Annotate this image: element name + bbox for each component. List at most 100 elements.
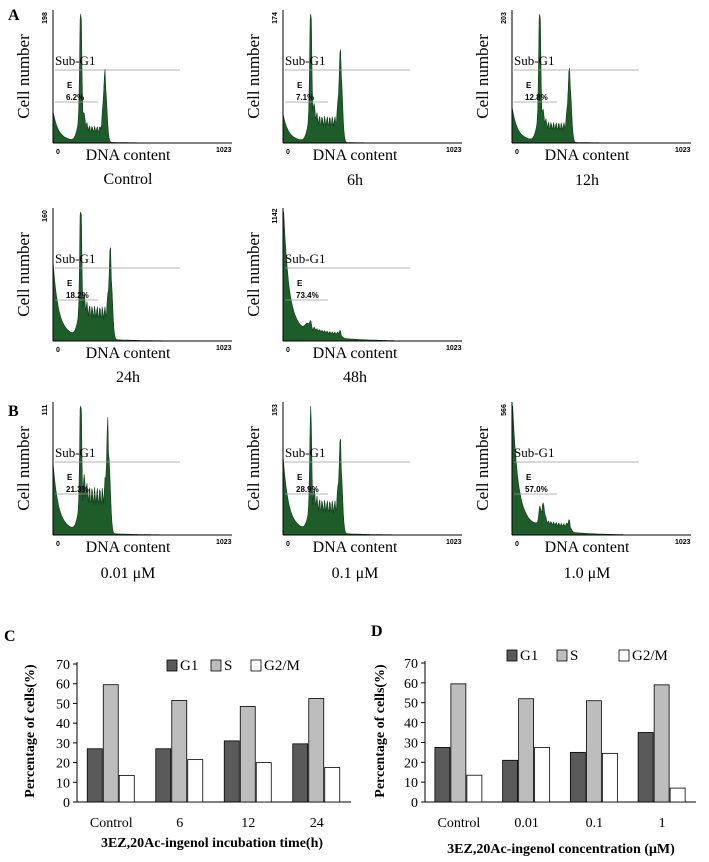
y-axis-title: Percentage of cells(%) <box>373 664 388 798</box>
bar-g1-0 <box>86 748 103 803</box>
x-max-tick-label: 1023 <box>675 539 691 546</box>
x-axis-title: DNA content <box>545 539 630 556</box>
bar-g2m-2 <box>601 752 618 803</box>
bar-s-3 <box>653 684 670 803</box>
x-min-tick-label: 0 <box>515 541 519 548</box>
histogram-panel-4: Sub-G1 E 73.4% 1142 0 1023 Cell number DNA cont… <box>244 208 462 386</box>
panel-label: C <box>4 628 16 645</box>
gate-marker-label: E <box>526 473 532 482</box>
bar-g2m-1 <box>534 746 551 803</box>
legend-swatch-s <box>556 649 568 662</box>
x-min-tick-label: 0 <box>286 347 290 354</box>
gate-marker-label: E <box>297 279 303 288</box>
bar-s-2 <box>585 700 602 803</box>
panel-label: D <box>371 623 383 640</box>
histogram-panel-6: Sub-G1 E 28.9% 153 0 1023 Cell number DNA conte… <box>244 402 462 582</box>
gate-marker-label: E <box>67 279 73 288</box>
y-tick-label: 10 <box>404 776 418 791</box>
histogram-area <box>511 13 624 144</box>
x-axis-title: DNA content <box>313 539 398 556</box>
x-axis-title: DNA content <box>313 345 398 362</box>
y-tick-label: 20 <box>56 757 70 772</box>
legend-swatch-g1 <box>506 649 518 662</box>
x-max-tick-label: 1023 <box>446 539 462 546</box>
bar-s-0 <box>102 684 119 803</box>
y-max-tick-label: 566 <box>501 404 508 416</box>
x-category-label: 1 <box>659 816 666 831</box>
y-max-tick-label: 174 <box>272 12 279 24</box>
y-axis-title: Cell number <box>244 232 263 317</box>
condition-caption: 24h <box>116 369 140 386</box>
bar-s-0 <box>450 683 467 803</box>
x-axis-title: DNA content <box>86 539 171 556</box>
legend-label: G2/M <box>264 658 300 674</box>
x-category-label: Control <box>90 816 133 831</box>
sub-g1-label: Sub-G1 <box>285 445 325 460</box>
sub-g1-label: Sub-G1 <box>55 251 95 266</box>
y-tick-label: 30 <box>404 736 418 751</box>
bar-s-1 <box>518 698 535 803</box>
bar-g2m-3 <box>669 787 686 803</box>
bar-g1-3 <box>637 732 654 803</box>
y-axis-title: Percentage of cells(%) <box>23 664 38 798</box>
histogram-area <box>511 405 624 536</box>
bar-chart-C: C 0 10 20 30 40 50 60 70 Percentage of cells(%) Co… <box>4 628 351 851</box>
y-axis-title: Cell number <box>14 34 33 119</box>
bar-g2m-3 <box>324 767 341 803</box>
x-category-label: 6 <box>176 816 183 831</box>
bar-g1-2 <box>223 740 240 803</box>
sub-g1-label: Sub-G1 <box>285 53 325 68</box>
x-min-tick-label: 0 <box>286 541 290 548</box>
x-max-tick-label: 1023 <box>216 539 232 546</box>
y-axis-title: Cell number <box>473 34 492 119</box>
condition-caption: 1.0 μM <box>564 565 611 582</box>
bar-chart-D: D 0 10 20 30 40 50 60 70 Percentage of cells(%) Co… <box>371 623 696 857</box>
bar-g2m-0 <box>466 774 483 803</box>
sub-g1-percent: 7.1% <box>296 93 314 102</box>
histogram-panel-5: Sub-G1 E 21.3% 111 0 1023 Cell number DNA conte… <box>8 402 232 582</box>
x-min-tick-label: 0 <box>56 149 60 156</box>
x-axis-title: 3EZ,20Ac-ingenol incubation time(h) <box>101 836 323 851</box>
histogram-area <box>52 211 165 342</box>
x-min-tick-label: 0 <box>515 149 519 156</box>
x-category-label: Control <box>437 816 480 831</box>
legend-label: G1 <box>520 648 538 664</box>
y-max-tick-label: 203 <box>501 12 508 24</box>
x-min-tick-label: 0 <box>56 347 60 354</box>
panel-label: A <box>8 7 20 24</box>
y-axis-title: Cell number <box>14 426 33 511</box>
sub-g1-label: Sub-G1 <box>514 445 554 460</box>
legend-label: G1 <box>180 658 198 674</box>
histogram-panel-7: Sub-G1 E 57.0% 566 0 1023 Cell number DNA conte… <box>473 402 691 582</box>
histogram-area <box>52 13 165 144</box>
condition-caption: 0.01 μM <box>101 565 156 582</box>
x-axis-title: DNA content <box>86 345 171 362</box>
gate-marker-label: E <box>67 81 73 90</box>
condition-caption: 0.1 μM <box>332 565 379 582</box>
bar-g1-1 <box>155 748 172 803</box>
condition-caption: Control <box>104 171 153 188</box>
gate-marker-label: E <box>297 473 303 482</box>
legend-swatch-g2m <box>250 659 262 672</box>
x-axis-title: DNA content <box>313 147 398 164</box>
y-max-tick-label: 111 <box>42 404 49 415</box>
x-max-tick-label: 1023 <box>216 147 232 154</box>
y-tick-label: 10 <box>56 776 70 791</box>
bar-g1-1 <box>502 759 519 803</box>
y-tick-label: 70 <box>404 657 418 672</box>
sub-g1-percent: 18.2% <box>66 291 89 300</box>
bar-g2m-1 <box>187 759 204 803</box>
sub-g1-label: Sub-G1 <box>55 445 95 460</box>
sub-g1-percent: 28.9% <box>296 485 319 494</box>
bar-g2m-0 <box>118 774 135 803</box>
y-max-tick-label: 198 <box>42 12 49 24</box>
x-category-label: 12 <box>241 816 255 831</box>
legend-swatch-s <box>210 659 222 672</box>
bar-g2m-2 <box>255 762 272 803</box>
histogram-panel-3: Sub-G1 E 18.2% 160 0 1023 Cell number DNA conte… <box>14 208 232 386</box>
y-tick-label: 0 <box>411 796 418 811</box>
bar-s-3 <box>308 698 325 803</box>
sub-g1-percent: 12.8% <box>525 93 548 102</box>
x-axis-title: DNA content <box>545 147 630 164</box>
